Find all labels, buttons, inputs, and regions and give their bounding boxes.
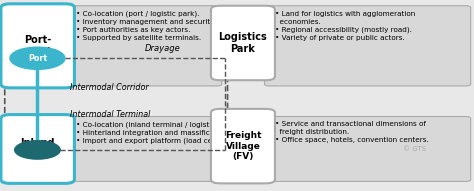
Text: Freight
Village
(FV): Freight Village (FV) — [225, 131, 261, 161]
FancyBboxPatch shape — [65, 117, 222, 181]
Text: Port-
centric: Port- centric — [18, 35, 57, 57]
Text: • Co-location (inland terminal / logistic park).
• Hinterland integration and ma: • Co-location (inland terminal / logisti… — [76, 121, 239, 144]
Text: Intermodal Corridor: Intermodal Corridor — [70, 83, 149, 92]
FancyBboxPatch shape — [65, 6, 222, 86]
FancyBboxPatch shape — [1, 115, 74, 183]
Text: Inland
Port: Inland Port — [20, 138, 55, 160]
Text: • Service and transactional dimensions of
  freight distribution.
• Office space: • Service and transactional dimensions o… — [275, 121, 428, 143]
Text: • Co-location (port / logistic park).
• Inventory management and security.
• Por: • Co-location (port / logistic park). • … — [76, 11, 216, 41]
Text: Intermodal Terminal: Intermodal Terminal — [70, 110, 151, 119]
Circle shape — [10, 47, 65, 69]
FancyBboxPatch shape — [211, 6, 275, 80]
Text: © GTS: © GTS — [403, 146, 426, 152]
Text: • Land for logistics with agglomeration
  economies.
• Regional accessibility (m: • Land for logistics with agglomeration … — [275, 11, 415, 41]
FancyBboxPatch shape — [264, 117, 471, 181]
Text: Logistics
Park: Logistics Park — [219, 32, 267, 54]
Text: Port: Port — [28, 54, 47, 63]
FancyBboxPatch shape — [211, 109, 275, 183]
FancyBboxPatch shape — [264, 6, 471, 86]
FancyBboxPatch shape — [1, 4, 74, 88]
Text: Drayage: Drayage — [145, 45, 180, 53]
Circle shape — [15, 141, 60, 159]
